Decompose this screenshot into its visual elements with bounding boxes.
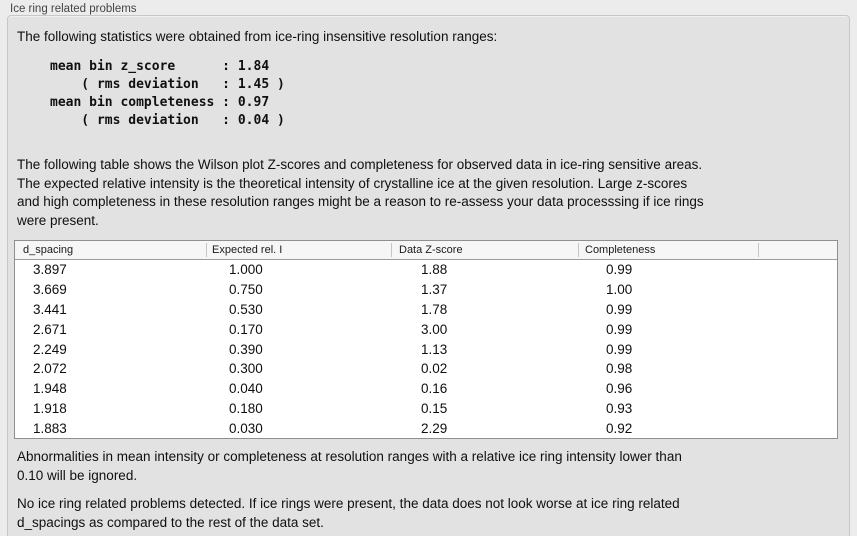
- table-cell: 2.29: [421, 420, 448, 436]
- conclusion-line: No ice ring related problems detected. I…: [17, 496, 680, 511]
- table-cell: 0.530: [229, 301, 263, 317]
- table-cell: 1.883: [33, 420, 67, 436]
- description-line: The expected relative intensity is the t…: [17, 175, 688, 191]
- column-header-d-spacing[interactable]: d_spacing: [23, 244, 74, 256]
- table-cell: 3.669: [33, 282, 67, 298]
- table-cell: 2.671: [33, 321, 67, 337]
- table-cell: 0.030: [229, 420, 263, 436]
- table-cell: 0.99: [606, 301, 633, 317]
- table-row[interactable]: 3.897 1.000 1.88 0.99: [15, 260, 837, 280]
- table-cell: 2.072: [33, 361, 67, 377]
- stats-line-zscore-rms: ( rms deviation : 1.45 ): [50, 77, 285, 92]
- stats-block: mean bin z_score : 1.84 ( rms deviation …: [50, 58, 285, 130]
- table-cell: 1.000: [229, 262, 263, 278]
- description-line: The following table shows the Wilson plo…: [17, 157, 703, 172]
- stats-line-zscore: mean bin z_score : 1.84: [50, 59, 270, 74]
- table-cell: 1.78: [421, 301, 448, 317]
- table-cell: 3.00: [421, 321, 448, 337]
- table-cell: 0.750: [229, 282, 263, 298]
- table-cell: 0.390: [229, 341, 263, 357]
- table-cell: 0.98: [606, 361, 633, 377]
- table-cell: 1.00: [606, 282, 633, 298]
- note-paragraph: Abnormalities in mean intensity or compl…: [17, 448, 682, 485]
- table-cell: 0.99: [606, 341, 633, 357]
- ice-ring-table: d_spacing Expected rel. I Data Z-score C…: [14, 240, 838, 440]
- conclusion-line: d_spacings as compared to the rest of th…: [17, 514, 324, 530]
- table-cell: 1.948: [33, 381, 67, 397]
- table-cell: 0.92: [606, 420, 633, 436]
- description-line: were present.: [17, 212, 99, 228]
- table-header-row: d_spacing Expected rel. I Data Z-score C…: [15, 241, 837, 260]
- stats-line-completeness: mean bin completeness : 0.97: [50, 95, 270, 110]
- column-header-expected-rel-i[interactable]: Expected rel. I: [206, 243, 391, 257]
- table-cell: 0.16: [421, 381, 448, 397]
- table-row[interactable]: 1.883 0.030 2.29 0.92: [15, 418, 837, 439]
- table-row[interactable]: 3.669 0.750 1.37 1.00: [15, 279, 837, 300]
- table-cell: 0.170: [229, 321, 263, 337]
- stats-line-completeness-rms: ( rms deviation : 0.04 ): [50, 113, 285, 128]
- table-cell: 0.180: [229, 400, 263, 416]
- table-cell: 0.02: [421, 361, 448, 377]
- table-row[interactable]: 2.072 0.300 0.02 0.98: [15, 358, 837, 379]
- table-cell: 0.93: [606, 400, 633, 416]
- table-row[interactable]: 1.948 0.040 0.16 0.96: [15, 378, 837, 399]
- note-line: 0.10 will be ignored.: [17, 467, 138, 483]
- table-cell: 1.918: [33, 400, 67, 416]
- table-row[interactable]: 2.249 0.390 1.13 0.99: [15, 339, 837, 359]
- table-cell: 1.88: [421, 262, 448, 278]
- table-cell: 0.99: [606, 262, 633, 278]
- table-cell: 1.37: [421, 282, 448, 298]
- conclusion-paragraph: No ice ring related problems detected. I…: [17, 495, 680, 532]
- table-row[interactable]: 2.671 0.170 3.00 0.99: [15, 319, 837, 340]
- intro-text: The following statistics were obtained f…: [17, 29, 498, 44]
- table-cell: 0.99: [606, 321, 633, 337]
- note-line: Abnormalities in mean intensity or compl…: [17, 449, 682, 464]
- column-header-data-z-score[interactable]: Data Z-score: [391, 243, 578, 257]
- table-cell: 3.441: [33, 301, 67, 317]
- table-row[interactable]: 3.441 0.530 1.78 0.99: [15, 299, 837, 320]
- table-cell: 0.96: [606, 381, 633, 397]
- description-paragraph: The following table shows the Wilson plo…: [17, 156, 704, 230]
- table-row[interactable]: 1.918 0.180 0.15 0.93: [15, 398, 837, 419]
- table-cell: 1.13: [421, 341, 448, 357]
- table-body: 3.897 1.000 1.88 0.99 3.669 0.750 1.37 1.00 3.44…: [15, 260, 837, 439]
- table-cell: 2.249: [33, 341, 67, 357]
- table-cell: 3.897: [33, 262, 67, 278]
- table-cell: 0.040: [229, 381, 263, 397]
- panel-title: Ice ring related problems: [10, 3, 137, 15]
- intro-paragraph: The following statistics were obtained f…: [17, 28, 497, 47]
- table-cell: 0.15: [421, 400, 448, 416]
- column-header-filler: [758, 243, 837, 257]
- panel-groupbox: The following statistics were obtained f…: [7, 15, 850, 536]
- table-cell: 0.300: [229, 361, 263, 377]
- column-header-completeness[interactable]: Completeness: [578, 243, 758, 257]
- description-line: and high completeness in these resolutio…: [17, 194, 704, 210]
